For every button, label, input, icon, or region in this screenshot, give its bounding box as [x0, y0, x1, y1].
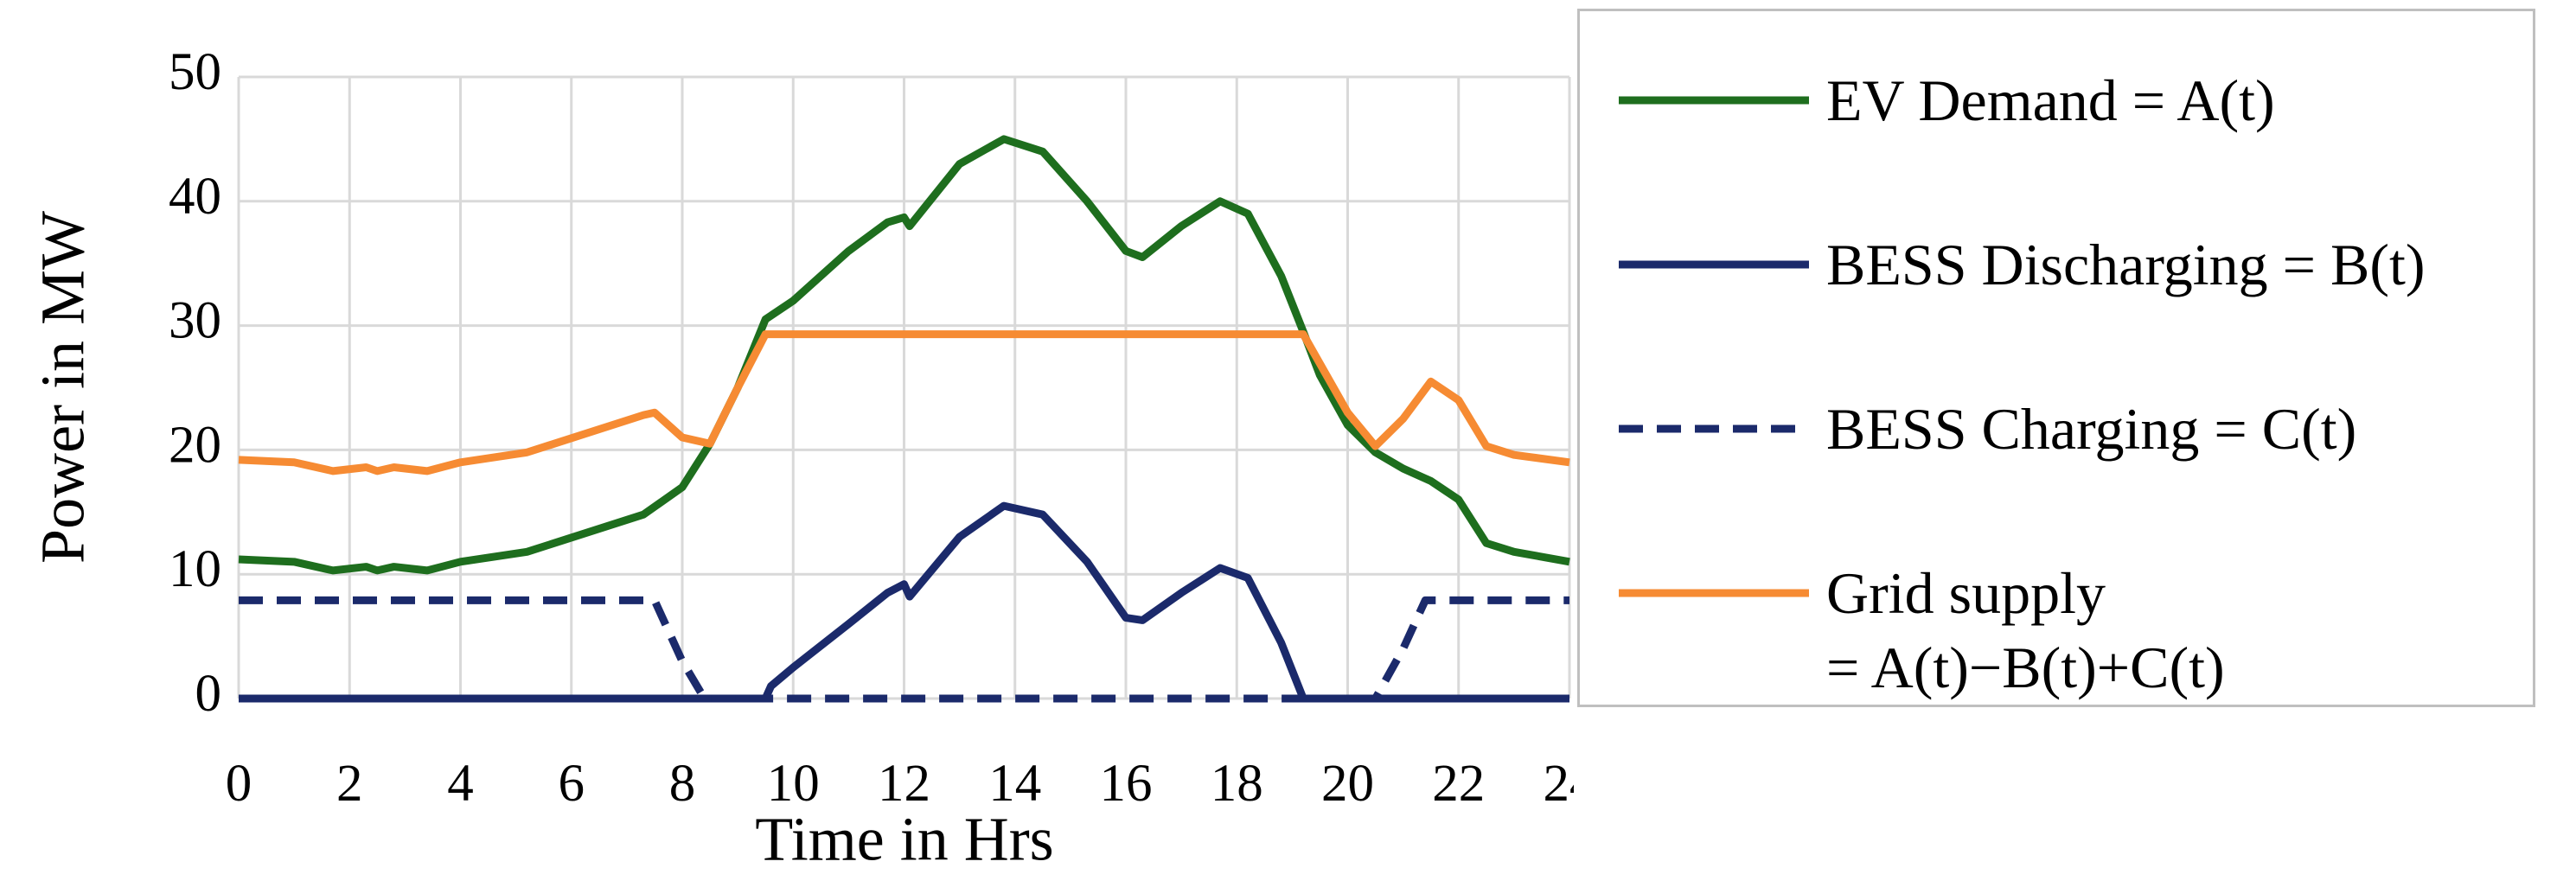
x-tick-label: 14: [988, 755, 1041, 813]
x-tick-label: 20: [1321, 755, 1374, 813]
x-tick-label: 24: [1544, 755, 1575, 813]
legend-label: BESS Discharging = B(t): [1826, 232, 2426, 297]
x-tick-label: 22: [1432, 755, 1485, 813]
x-tick-label: 10: [767, 755, 820, 813]
x-axis-title: Time in Hrs: [755, 805, 1053, 874]
series-line: [238, 135, 1570, 575]
y-tick-label: 30: [169, 292, 221, 350]
legend-swatch: [1619, 96, 1809, 105]
x-tick-label: 18: [1211, 755, 1263, 813]
y-tick-label: 20: [169, 416, 221, 474]
legend-label: EV Demand = A(t): [1826, 67, 2275, 133]
x-tick-label: 2: [336, 755, 363, 813]
legend: EV Demand = A(t) BESS Discharging = B(t) B…: [1577, 9, 2535, 707]
y-tick-label: 50: [169, 43, 221, 101]
legend-label: Grid supply = A(t)−B(t)+C(t): [1826, 560, 2225, 700]
series-line: [239, 501, 1569, 703]
legend-entry: Grid supply = A(t)−B(t)+C(t): [1580, 556, 2533, 720]
series-line: [238, 330, 1570, 475]
x-tick-label: 6: [559, 755, 585, 813]
x-tick-label: 16: [1100, 755, 1153, 813]
y-axis-title: Power in MW: [29, 211, 98, 564]
y-tick-label: 40: [169, 168, 221, 226]
x-tick-label: 12: [878, 755, 930, 813]
series-line: [239, 596, 1569, 703]
x-tick-label: 0: [226, 755, 252, 813]
x-tick-label: 4: [447, 755, 474, 813]
y-tick-label: 10: [169, 540, 221, 598]
legend-entry: BESS Discharging = B(t): [1580, 227, 2533, 392]
legend-swatch: [1619, 424, 1809, 433]
legend-label: BESS Charging = C(t): [1826, 396, 2357, 462]
legend-swatch: [1619, 589, 1809, 597]
x-tick-label: 8: [669, 755, 696, 813]
y-tick-label: 0: [195, 665, 222, 723]
legend-entry: BESS Charging = C(t): [1580, 392, 2533, 556]
legend-entry: EV Demand = A(t): [1580, 63, 2533, 227]
legend-swatch: [1619, 260, 1809, 269]
